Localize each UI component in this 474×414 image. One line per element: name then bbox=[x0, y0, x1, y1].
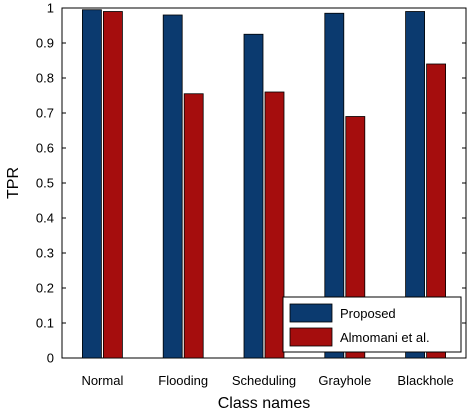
legend-swatch-almomani bbox=[289, 327, 333, 347]
y-tick-label: 0.6 bbox=[36, 141, 54, 156]
x-tick-label-normal: Normal bbox=[81, 373, 123, 388]
bar-almomani-et-al-blackhole bbox=[426, 63, 447, 359]
bar-proposed-flooding bbox=[162, 14, 183, 359]
bar-proposed-blackhole bbox=[405, 11, 426, 359]
y-tick-label: 0.5 bbox=[36, 176, 54, 191]
x-tick-label-blackhole: Blackhole bbox=[397, 373, 453, 388]
y-tick-label: 0.8 bbox=[36, 71, 54, 86]
y-tick-label: 0.2 bbox=[36, 281, 54, 296]
x-tick-label-grayhole: Grayhole bbox=[318, 373, 371, 388]
bars-group bbox=[82, 9, 447, 359]
y-tick-label: 0.4 bbox=[36, 211, 54, 226]
bar-proposed-normal bbox=[82, 9, 102, 359]
y-axis-label: TPR bbox=[5, 167, 22, 199]
legend: Proposed Almomani et al. bbox=[282, 296, 462, 353]
y-tick-label: 1 bbox=[47, 1, 54, 16]
y-tick-label: 0.1 bbox=[36, 316, 54, 331]
y-axis-ticks: 0 0.1 0.2 0.3 0.4 0.5 0.6 0.7 0.8 0.9 1 bbox=[36, 1, 466, 366]
y-tick-label: 0 bbox=[47, 351, 54, 366]
x-tick-label-flooding: Flooding bbox=[158, 373, 208, 388]
legend-label-proposed: Proposed bbox=[340, 306, 396, 321]
legend-label-almomani: Almomani et al. bbox=[340, 330, 430, 345]
y-tick-label: 0.7 bbox=[36, 106, 54, 121]
x-tick-label-scheduling: Scheduling bbox=[232, 373, 296, 388]
legend-swatch-proposed bbox=[289, 303, 333, 323]
bar-proposed-scheduling bbox=[243, 33, 264, 359]
bar-proposed-grayhole bbox=[324, 12, 345, 359]
bar-almomani-et-al-scheduling bbox=[264, 91, 285, 359]
bar-almomani-et-al-flooding bbox=[183, 93, 204, 359]
x-axis-ticks: Normal Flooding Scheduling Grayhole Blackhol… bbox=[81, 373, 453, 388]
y-tick-label: 0.3 bbox=[36, 246, 54, 261]
bar-almomani-et-al-normal bbox=[103, 11, 123, 359]
x-axis-label: Class names bbox=[218, 395, 310, 412]
y-tick-label: 0.9 bbox=[36, 36, 54, 51]
